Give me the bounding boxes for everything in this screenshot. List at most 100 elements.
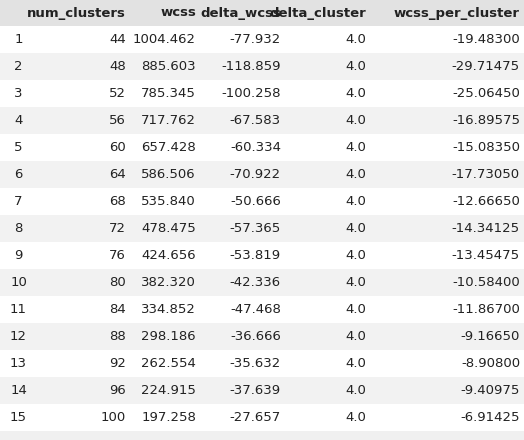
Bar [130, 0, 200, 26]
Text: -118.859: -118.859 [222, 60, 281, 73]
Text: 7: 7 [14, 195, 23, 208]
Text: -47.468: -47.468 [230, 303, 281, 316]
Text: -70.922: -70.922 [230, 168, 281, 181]
Text: 4.0: 4.0 [345, 411, 366, 424]
Text: 64: 64 [109, 168, 126, 181]
Text: -6.91425: -6.91425 [461, 411, 520, 424]
Bar [0, 26, 524, 53]
Text: -42.336: -42.336 [230, 276, 281, 289]
Text: -19.48300: -19.48300 [452, 33, 520, 46]
Text: 5: 5 [14, 141, 23, 154]
Text: 382.320: 382.320 [141, 276, 196, 289]
Text: 60: 60 [109, 141, 126, 154]
Text: -25.06450: -25.06450 [452, 87, 520, 100]
Bar [0, 377, 524, 404]
Bar [0, 269, 524, 296]
Bar [0, 323, 524, 350]
Text: 4: 4 [14, 114, 23, 127]
Text: 4.0: 4.0 [345, 276, 366, 289]
Text: 84: 84 [109, 303, 126, 316]
Text: -13.45475: -13.45475 [452, 249, 520, 262]
Text: 4.0: 4.0 [345, 384, 366, 397]
Bar [0, 107, 524, 134]
Text: 4.0: 4.0 [345, 114, 366, 127]
Text: 4.0: 4.0 [345, 60, 366, 73]
Text: delta_wcss: delta_wcss [200, 7, 281, 19]
Text: 68: 68 [109, 195, 126, 208]
Text: 4.0: 4.0 [345, 222, 366, 235]
Text: -16.89575: -16.89575 [452, 114, 520, 127]
Bar [285, 0, 370, 26]
Text: 10: 10 [10, 276, 27, 289]
Bar [0, 80, 524, 107]
Text: -10.58400: -10.58400 [452, 276, 520, 289]
Text: 885.603: 885.603 [141, 60, 196, 73]
Text: 13: 13 [10, 357, 27, 370]
Text: 4.0: 4.0 [345, 249, 366, 262]
Bar [0, 404, 524, 431]
Text: 262.554: 262.554 [141, 357, 196, 370]
Text: 92: 92 [109, 357, 126, 370]
Text: 9: 9 [14, 249, 23, 262]
Text: 785.345: 785.345 [141, 87, 196, 100]
Bar [0, 215, 524, 242]
Text: 4.0: 4.0 [345, 195, 366, 208]
Text: 76: 76 [109, 249, 126, 262]
Text: 224.915: 224.915 [141, 384, 196, 397]
Text: 535.840: 535.840 [141, 195, 196, 208]
Text: 478.475: 478.475 [141, 222, 196, 235]
Text: delta_cluster: delta_cluster [269, 7, 366, 19]
Text: -37.639: -37.639 [230, 384, 281, 397]
Text: -57.365: -57.365 [230, 222, 281, 235]
Text: -14.34125: -14.34125 [452, 222, 520, 235]
Text: -50.666: -50.666 [230, 195, 281, 208]
Bar [0, 161, 524, 188]
Bar [0, 0, 37, 26]
Text: -29.71475: -29.71475 [452, 60, 520, 73]
Text: -11.86700: -11.86700 [452, 303, 520, 316]
Bar [0, 296, 524, 323]
Text: 586.506: 586.506 [141, 168, 196, 181]
Text: 2: 2 [14, 60, 23, 73]
Bar [0, 53, 524, 80]
Bar [0, 242, 524, 269]
Text: -17.73050: -17.73050 [452, 168, 520, 181]
Text: -77.932: -77.932 [230, 33, 281, 46]
Text: 334.852: 334.852 [141, 303, 196, 316]
Text: -100.258: -100.258 [222, 87, 281, 100]
Text: 80: 80 [109, 276, 126, 289]
Text: -67.583: -67.583 [230, 114, 281, 127]
Text: 8: 8 [14, 222, 23, 235]
Text: 4.0: 4.0 [345, 168, 366, 181]
Text: 44: 44 [109, 33, 126, 46]
Text: 11: 11 [10, 303, 27, 316]
Text: 717.762: 717.762 [141, 114, 196, 127]
Text: 4.0: 4.0 [345, 141, 366, 154]
Text: 4.0: 4.0 [345, 33, 366, 46]
Bar [0, 188, 524, 215]
Text: -27.657: -27.657 [230, 411, 281, 424]
Text: 12: 12 [10, 330, 27, 343]
Text: 96: 96 [109, 384, 126, 397]
Bar [0, 350, 524, 377]
Text: -8.90800: -8.90800 [461, 357, 520, 370]
Text: -9.16650: -9.16650 [461, 330, 520, 343]
Text: 88: 88 [109, 330, 126, 343]
Text: -53.819: -53.819 [230, 249, 281, 262]
Bar [370, 0, 524, 26]
Bar [37, 0, 130, 26]
Text: 4.0: 4.0 [345, 303, 366, 316]
Text: wcss_per_cluster: wcss_per_cluster [394, 7, 520, 19]
Text: 52: 52 [109, 87, 126, 100]
Text: -60.334: -60.334 [230, 141, 281, 154]
Text: 3: 3 [14, 87, 23, 100]
Text: -15.08350: -15.08350 [452, 141, 520, 154]
Text: 4.0: 4.0 [345, 357, 366, 370]
Text: -35.632: -35.632 [230, 357, 281, 370]
Text: 72: 72 [109, 222, 126, 235]
Text: 298.186: 298.186 [141, 330, 196, 343]
Text: -36.666: -36.666 [230, 330, 281, 343]
Text: 14: 14 [10, 384, 27, 397]
Text: 424.656: 424.656 [141, 249, 196, 262]
Bar [200, 0, 285, 26]
